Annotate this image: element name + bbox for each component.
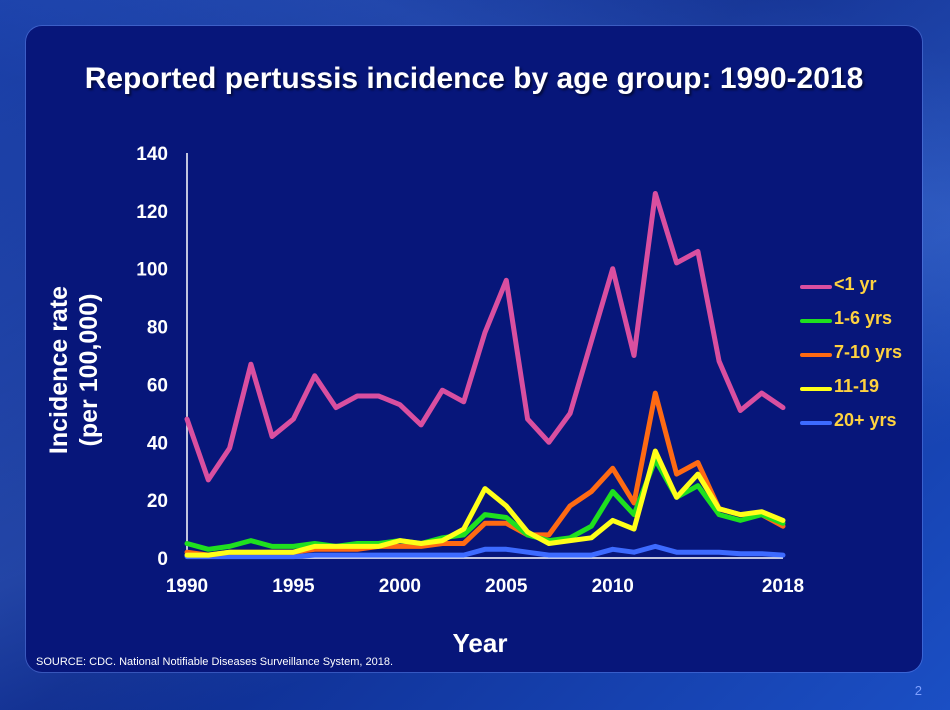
slide-title: Reported pertussis incidence by age grou…: [84, 62, 864, 95]
y-tick-label: 100: [136, 260, 168, 281]
y-tick-label: 0: [157, 549, 168, 570]
page-number: 2: [914, 683, 922, 698]
legend-swatch-11-19: [800, 387, 832, 391]
legend-swatch-1-6: [800, 319, 832, 323]
legend-label: 7-10 yrs: [834, 342, 903, 362]
chart-axes: [186, 153, 783, 559]
series-line-4: [184, 543, 786, 560]
series-line-0: [184, 191, 786, 483]
legend-label: 11-19: [834, 376, 880, 396]
slide-panel: [26, 26, 922, 672]
y-tick-label: 20: [147, 491, 168, 512]
y-axis-label-line-1: Incidence rate: [45, 285, 73, 455]
series-line-2: [184, 390, 786, 558]
x-axis-label: Year: [452, 628, 508, 658]
series-line-1: [184, 457, 786, 552]
x-tick-label: 2018: [762, 576, 804, 597]
chart-tick-labels: 0 20 40 60 80 100 120 140 1990 1995 2000 2005 2010 20…: [136, 144, 804, 597]
x-tick-label: 1990: [166, 576, 208, 597]
legend-label: 20+ yrs: [834, 410, 897, 430]
y-axis-label-line-2: (per 100,000): [75, 293, 103, 447]
legend-label: 1-6 yrs: [834, 308, 893, 328]
legend-swatch-infant: [800, 285, 832, 289]
chart-series: [184, 191, 786, 560]
series-line-3: [184, 448, 786, 558]
x-tick-label: 1995: [272, 576, 315, 597]
x-tick-label: 2010: [592, 576, 634, 597]
y-tick-label: 40: [147, 433, 168, 454]
legend-swatch-7-10: [800, 353, 832, 357]
x-tick-label: 2000: [379, 576, 421, 597]
x-tick-label: 2005: [485, 576, 528, 597]
y-tick-label: 60: [147, 375, 168, 396]
y-axis-label: Incidence rate (per 100,000): [44, 286, 104, 454]
y-tick-label: 120: [136, 202, 168, 223]
y-tick-label: 140: [136, 144, 168, 165]
y-tick-label: 80: [147, 318, 168, 339]
source-note: SOURCE: CDC. National Notifiable Disease…: [36, 656, 394, 668]
legend-label: <1 yr: [834, 274, 877, 294]
legend-swatch-20-plus: [800, 421, 832, 425]
